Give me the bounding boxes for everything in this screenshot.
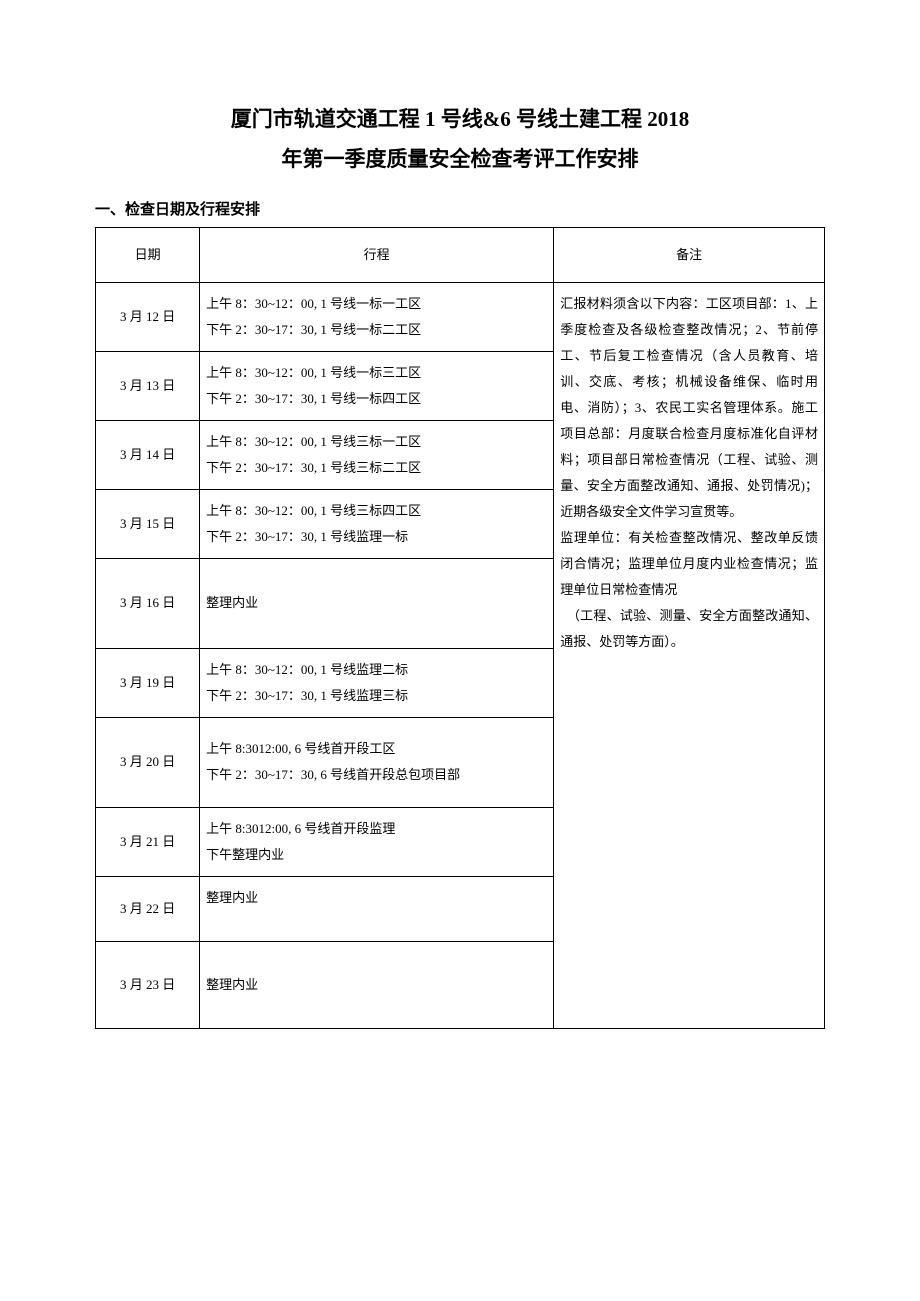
itinerary-line: 整理内业 bbox=[206, 885, 549, 911]
date-cell: 3 月 15 日 bbox=[96, 489, 200, 558]
itinerary-line: 上午 8:3012:00, 6 号线首开段工区 bbox=[206, 736, 549, 762]
itinerary-line: 上午 8：30~12：00, 1 号线一标一工区 bbox=[206, 291, 549, 317]
header-date: 日期 bbox=[96, 227, 200, 282]
itinerary-line: 上午 8：30~12：00, 1 号线三标四工区 bbox=[206, 498, 549, 524]
itinerary-line: 下午 2：30~17：30, 1 号线一标四工区 bbox=[206, 386, 549, 412]
table-body: 3 月 12 日上午 8：30~12：00, 1 号线一标一工区下午 2：30~… bbox=[96, 282, 825, 1028]
date-cell: 3 月 21 日 bbox=[96, 807, 200, 876]
itinerary-line: 上午 8：30~12：00, 1 号线监理二标 bbox=[206, 657, 549, 683]
remark-cell: 汇报材料须含以下内容：工区项目部：1、上季度检查及各级检查整改情况；2、节前停工… bbox=[554, 282, 825, 1028]
itinerary-line: 下午 2：30~17：30, 1 号线一标二工区 bbox=[206, 317, 549, 343]
title-line-2: 年第一季度质量安全检查考评工作安排 bbox=[282, 147, 639, 171]
itinerary-cell: 上午 8：30~12：00, 1 号线一标一工区下午 2：30~17：30, 1… bbox=[200, 282, 554, 351]
date-cell: 3 月 19 日 bbox=[96, 648, 200, 717]
table-header-row: 日期 行程 备注 bbox=[96, 227, 825, 282]
itinerary-cell: 上午 8：30~12：00, 1 号线监理二标下午 2：30~17：30, 1 … bbox=[200, 648, 554, 717]
itinerary-cell: 整理内业 bbox=[200, 558, 554, 648]
itinerary-cell: 上午 8：30~12：00, 1 号线一标三工区下午 2：30~17：30, 1… bbox=[200, 351, 554, 420]
itinerary-line: 上午 8:3012:00, 6 号线首开段监理 bbox=[206, 816, 549, 842]
itinerary-cell: 上午 8：30~12：00, 1 号线三标一工区下午 2：30~17：30, 1… bbox=[200, 420, 554, 489]
itinerary-cell: 整理内业 bbox=[200, 876, 554, 941]
page-title: 厦门市轨道交通工程 1 号线&6 号线土建工程 2018 年第一季度质量安全检查… bbox=[95, 100, 825, 180]
title-line-1: 厦门市轨道交通工程 1 号线&6 号线土建工程 2018 bbox=[231, 107, 690, 131]
header-remark: 备注 bbox=[554, 227, 825, 282]
itinerary-line: 上午 8：30~12：00, 1 号线一标三工区 bbox=[206, 360, 549, 386]
itinerary-line: 下午 2：30~17：30, 1 号线三标二工区 bbox=[206, 455, 549, 481]
itinerary-cell: 上午 8：30~12：00, 1 号线三标四工区下午 2：30~17：30, 1… bbox=[200, 489, 554, 558]
itinerary-cell: 上午 8:3012:00, 6 号线首开段监理下午整理内业 bbox=[200, 807, 554, 876]
schedule-table: 日期 行程 备注 3 月 12 日上午 8：30~12：00, 1 号线一标一工… bbox=[95, 227, 825, 1029]
itinerary-line: 整理内业 bbox=[206, 972, 549, 998]
itinerary-line: 整理内业 bbox=[206, 590, 549, 616]
itinerary-cell: 上午 8:3012:00, 6 号线首开段工区下午 2：30~17：30, 6 … bbox=[200, 717, 554, 807]
header-itinerary: 行程 bbox=[200, 227, 554, 282]
itinerary-line: 下午整理内业 bbox=[206, 842, 549, 868]
date-cell: 3 月 13 日 bbox=[96, 351, 200, 420]
remark-content: 汇报材料须含以下内容：工区项目部：1、上季度检查及各级检查整改情况；2、节前停工… bbox=[560, 291, 818, 655]
itinerary-cell: 整理内业 bbox=[200, 941, 554, 1028]
date-cell: 3 月 22 日 bbox=[96, 876, 200, 941]
date-cell: 3 月 16 日 bbox=[96, 558, 200, 648]
itinerary-line: 下午 2：30~17：30, 1 号线监理一标 bbox=[206, 524, 549, 550]
date-cell: 3 月 14 日 bbox=[96, 420, 200, 489]
date-cell: 3 月 23 日 bbox=[96, 941, 200, 1028]
table-row: 3 月 12 日上午 8：30~12：00, 1 号线一标一工区下午 2：30~… bbox=[96, 282, 825, 351]
date-cell: 3 月 20 日 bbox=[96, 717, 200, 807]
itinerary-line: 下午 2：30~17：30, 6 号线首开段总包项目部 bbox=[206, 762, 549, 788]
itinerary-line: 上午 8：30~12：00, 1 号线三标一工区 bbox=[206, 429, 549, 455]
date-cell: 3 月 12 日 bbox=[96, 282, 200, 351]
itinerary-line: 下午 2：30~17：30, 1 号线监理三标 bbox=[206, 683, 549, 709]
section-heading: 一、检查日期及行程安排 bbox=[95, 198, 825, 219]
